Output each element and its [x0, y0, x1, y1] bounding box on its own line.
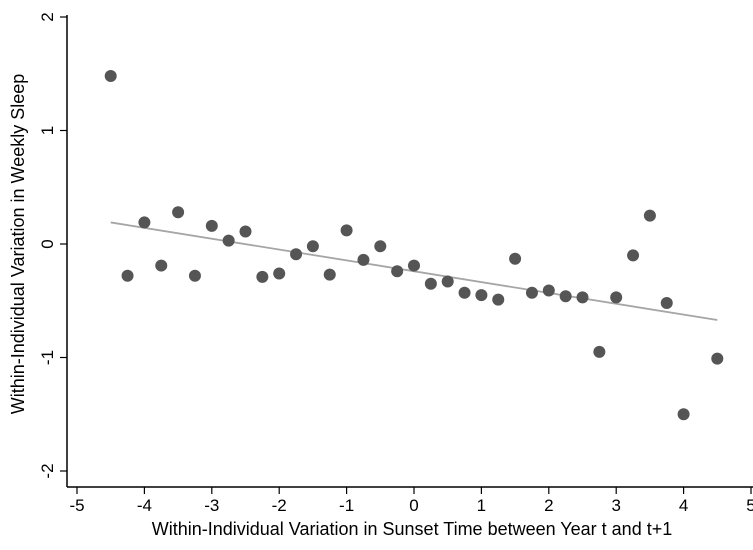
x-tick-label: -3 [204, 496, 219, 515]
data-point [441, 275, 454, 288]
y-tick-label: 2 [38, 12, 57, 21]
y-axis-label: Within-Individual Variation in Weekly Sl… [8, 74, 28, 415]
data-point [593, 345, 606, 358]
axes: -5 -4 -3 -2 -1 0 1 2 3 4 5 -2 -1 0 1 2 [38, 12, 753, 515]
x-tick-label: -2 [272, 496, 287, 515]
data-point [610, 291, 623, 304]
data-point [711, 352, 724, 365]
data-point [357, 253, 370, 266]
x-tick-label: 1 [477, 496, 486, 515]
data-point [627, 249, 640, 262]
data-point [492, 293, 505, 306]
data-point [104, 70, 117, 83]
data-point [121, 269, 134, 282]
data-point [525, 286, 538, 299]
data-point [559, 290, 572, 303]
data-point [576, 291, 589, 304]
data-point [643, 209, 656, 222]
data-point [306, 240, 319, 253]
data-point [273, 267, 286, 280]
data-point [323, 268, 336, 281]
data-point [677, 408, 690, 421]
data-point [542, 284, 555, 297]
x-tick-label: 4 [679, 496, 688, 515]
data-point [239, 225, 252, 238]
x-tick-label: 5 [746, 496, 753, 515]
data-point [458, 286, 471, 299]
data-point [205, 219, 218, 232]
y-tick-label: -1 [38, 350, 57, 365]
y-tick-label: 1 [38, 126, 57, 135]
data-point [408, 259, 420, 272]
data-point [172, 206, 185, 219]
data-point [374, 240, 387, 253]
x-tick-label: -4 [137, 496, 152, 515]
data-point [509, 252, 522, 265]
data-point [290, 248, 303, 261]
data-point [660, 297, 673, 310]
x-tick-label: 2 [544, 496, 553, 515]
x-tick-label: 0 [409, 496, 418, 515]
y-tick-label: -2 [38, 463, 57, 478]
y-tick-label: 0 [38, 239, 57, 248]
x-axis-label: Within-Individual Variation in Sunset Ti… [152, 519, 672, 539]
x-tick-label: 3 [611, 496, 620, 515]
data-point [475, 289, 488, 302]
data-point [155, 259, 168, 272]
data-point [138, 216, 151, 229]
data-point [391, 265, 404, 278]
data-point [188, 269, 201, 282]
data-point [256, 270, 269, 283]
data-points [104, 70, 724, 421]
data-point [424, 277, 437, 290]
x-tick-label: -5 [69, 496, 84, 515]
x-tick-label: -1 [339, 496, 354, 515]
data-point [222, 234, 235, 247]
data-point [340, 224, 353, 237]
